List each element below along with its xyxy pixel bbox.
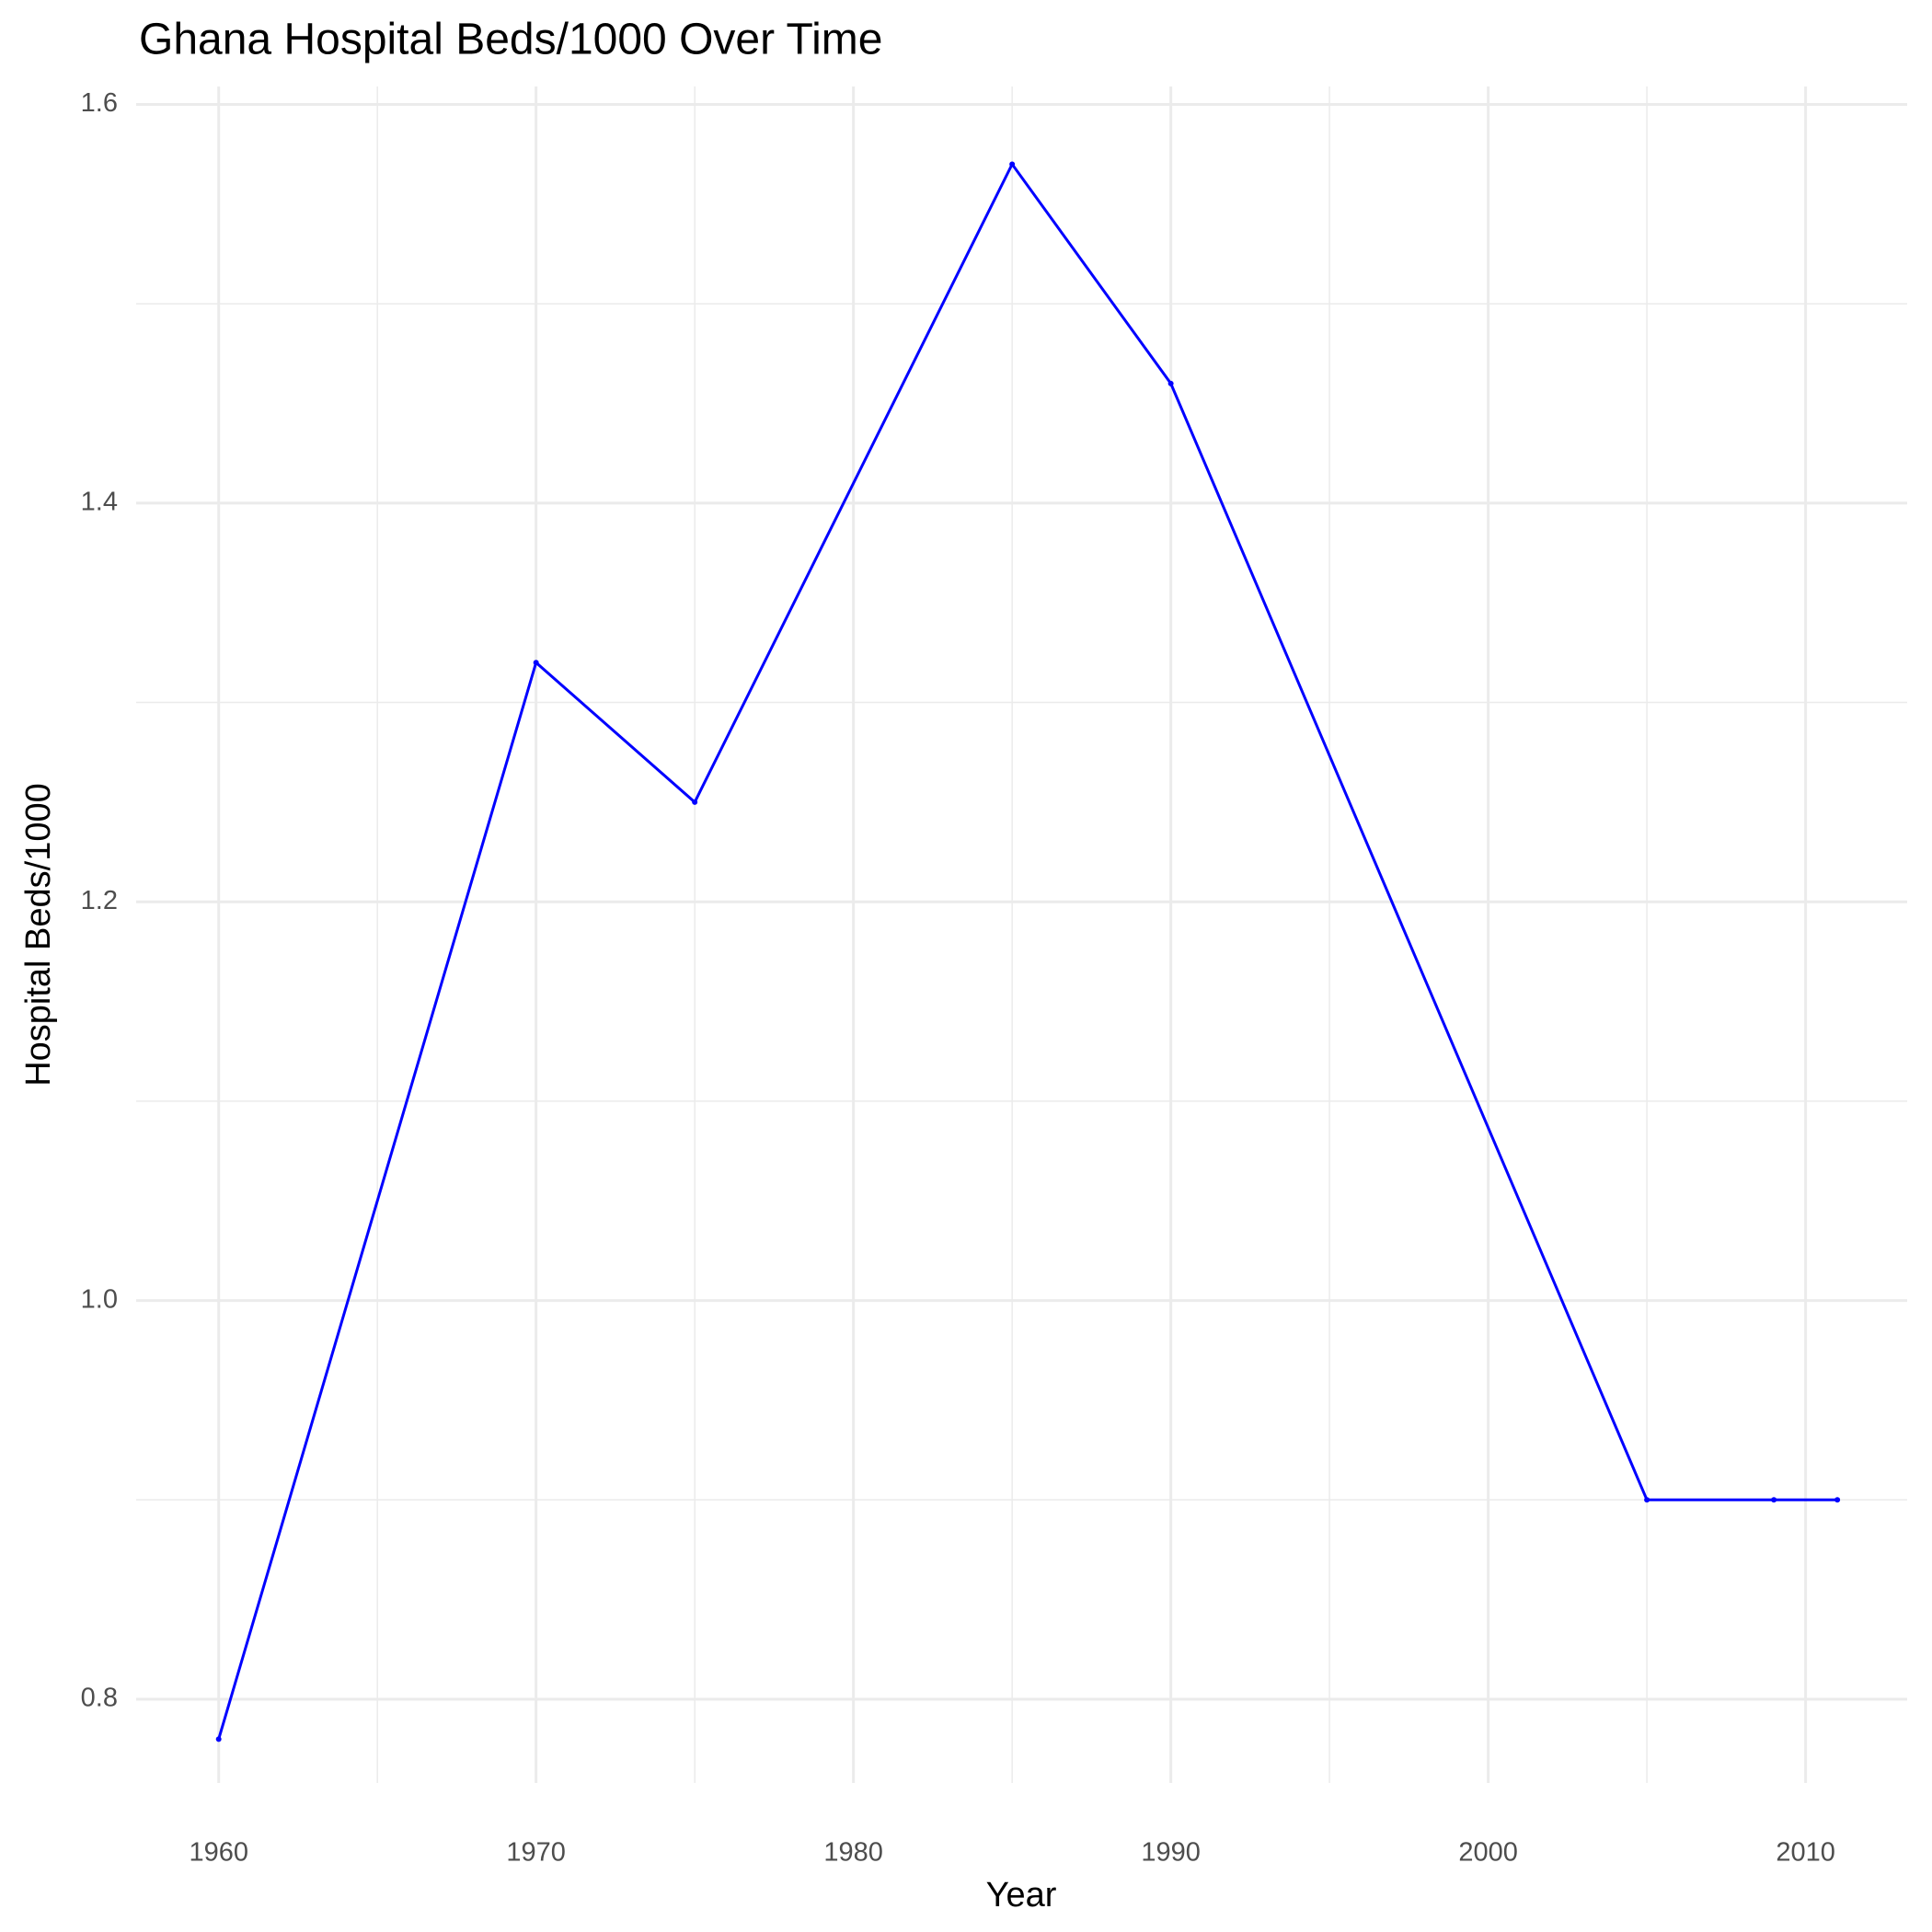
x-tick-label: 1960 (189, 1838, 248, 1868)
y-tick-label: 1.0 (81, 1284, 118, 1314)
x-tick-label: 2010 (1776, 1838, 1835, 1868)
y-tick-label: 1.6 (81, 88, 118, 118)
point (215, 1736, 222, 1742)
line (217, 161, 1838, 1740)
x-axis-title: Year (986, 1876, 1057, 1915)
y-axis-title: Hospital Beds/1000 (19, 783, 58, 1087)
y-tick-label: 0.8 (81, 1684, 118, 1713)
x-tick-label: 1980 (823, 1838, 883, 1868)
point (1834, 1497, 1841, 1503)
x-tick-label: 1990 (1141, 1838, 1201, 1868)
y-tick-label: 1.2 (81, 886, 118, 915)
point (1009, 161, 1016, 167)
x-tick-label: 1970 (506, 1838, 566, 1868)
point (533, 660, 539, 666)
chart-title: Ghana Hospital Beds/1000 Over Time (139, 16, 882, 64)
point (1771, 1497, 1777, 1503)
y-tick-label: 1.4 (81, 488, 118, 517)
point (692, 799, 698, 805)
point (1167, 380, 1174, 386)
point (1644, 1497, 1650, 1503)
x-tick-label: 2000 (1458, 1838, 1518, 1868)
